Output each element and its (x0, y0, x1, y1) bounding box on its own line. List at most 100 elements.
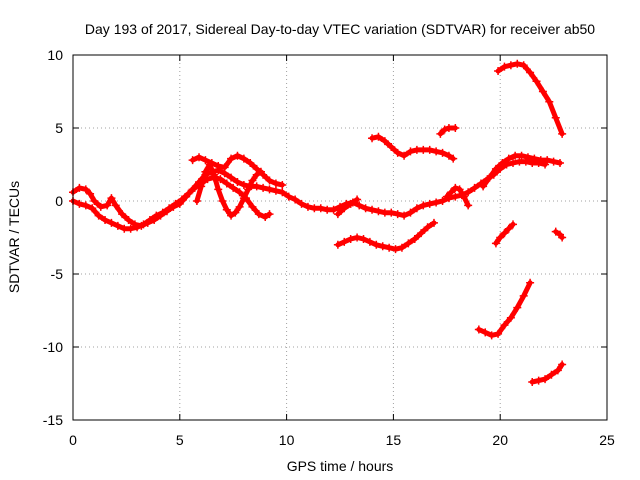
data-point (419, 201, 428, 210)
data-point (197, 182, 206, 191)
data-point (227, 173, 236, 182)
data-point (184, 189, 193, 198)
data-point (558, 233, 567, 242)
plot-frame (72, 54, 608, 421)
data-point (459, 192, 468, 201)
data-point (504, 224, 513, 233)
data-point (248, 176, 257, 185)
data-point (222, 179, 231, 188)
data-point (412, 204, 421, 213)
data-point (545, 97, 554, 106)
data-point (261, 213, 270, 222)
data-point (400, 211, 409, 220)
data-point (400, 151, 409, 160)
data-point (259, 170, 268, 179)
data-point (406, 208, 415, 217)
data-point (359, 234, 368, 243)
x-tick-label: 20 (492, 432, 508, 448)
data-point (346, 234, 355, 243)
grid (73, 55, 607, 420)
data-point (393, 210, 402, 219)
data-point (235, 202, 244, 211)
data-point (438, 197, 447, 205)
data-point (252, 182, 261, 191)
data-point (380, 137, 389, 146)
data-point (113, 221, 122, 230)
data-point (248, 202, 257, 211)
data-point (353, 195, 362, 204)
y-tick-label: -15 (43, 412, 63, 428)
data-point (372, 240, 381, 249)
data-point (195, 153, 204, 162)
data-point (387, 208, 396, 217)
data-point (252, 164, 261, 173)
data-point (378, 242, 387, 251)
data-point (303, 202, 312, 211)
data-point (491, 239, 500, 248)
data-point (500, 321, 509, 330)
data-point (509, 220, 518, 229)
data-point (340, 204, 349, 213)
data-point (139, 220, 148, 229)
data-point (190, 183, 199, 192)
data-point (192, 197, 201, 205)
data-point (278, 188, 287, 197)
data-point (451, 124, 460, 132)
data-point (265, 210, 274, 219)
data-point (440, 125, 449, 134)
data-point (485, 173, 494, 182)
series-track-15 (333, 195, 362, 219)
x-tick-label: 0 (69, 432, 77, 448)
axis-ticks (72, 54, 608, 421)
data-point (509, 159, 518, 168)
tick-labels: 0 5 10 15 20 25 -15 -10 -5 0 5 10 (43, 47, 615, 448)
data-point (425, 199, 434, 208)
data-point (547, 370, 556, 379)
data-point (432, 198, 441, 207)
data-point (451, 192, 460, 201)
data-point (436, 129, 445, 138)
data-point (346, 199, 355, 208)
data-point (145, 215, 154, 224)
data-point (229, 183, 238, 192)
series-line (70, 159, 548, 229)
data-point (171, 199, 180, 208)
series-line (335, 220, 437, 252)
data-point (333, 210, 342, 219)
data-point (368, 205, 377, 214)
data-point (124, 215, 133, 224)
series-line (335, 197, 360, 217)
data-point (297, 199, 306, 208)
data-point (90, 197, 99, 205)
data-point (425, 145, 434, 154)
data-point (393, 148, 402, 157)
data-point (496, 233, 505, 242)
data-point (278, 180, 287, 189)
data-point (353, 233, 362, 242)
data-point (513, 59, 522, 68)
data-point (152, 211, 161, 220)
data-point (209, 170, 218, 179)
y-tick-label: 0 (55, 193, 63, 209)
data-point (500, 62, 509, 71)
series-track-8 (479, 151, 565, 191)
data-point (239, 180, 248, 189)
series-track-9 (494, 59, 567, 138)
series-line (194, 162, 264, 219)
data-point (201, 156, 210, 165)
y-tick-label: 5 (55, 120, 63, 136)
data-point (470, 183, 479, 192)
data-point (513, 303, 522, 312)
data-point (556, 159, 565, 168)
data-point (86, 189, 95, 198)
data-point (368, 134, 377, 143)
data-point (165, 204, 174, 213)
data-point (126, 224, 135, 233)
data-point (88, 204, 97, 213)
data-point (81, 201, 90, 210)
data-point (397, 243, 406, 252)
data-point (538, 87, 547, 96)
data-point (239, 194, 248, 203)
data-point (94, 211, 103, 220)
x-tick-label: 25 (599, 432, 615, 448)
